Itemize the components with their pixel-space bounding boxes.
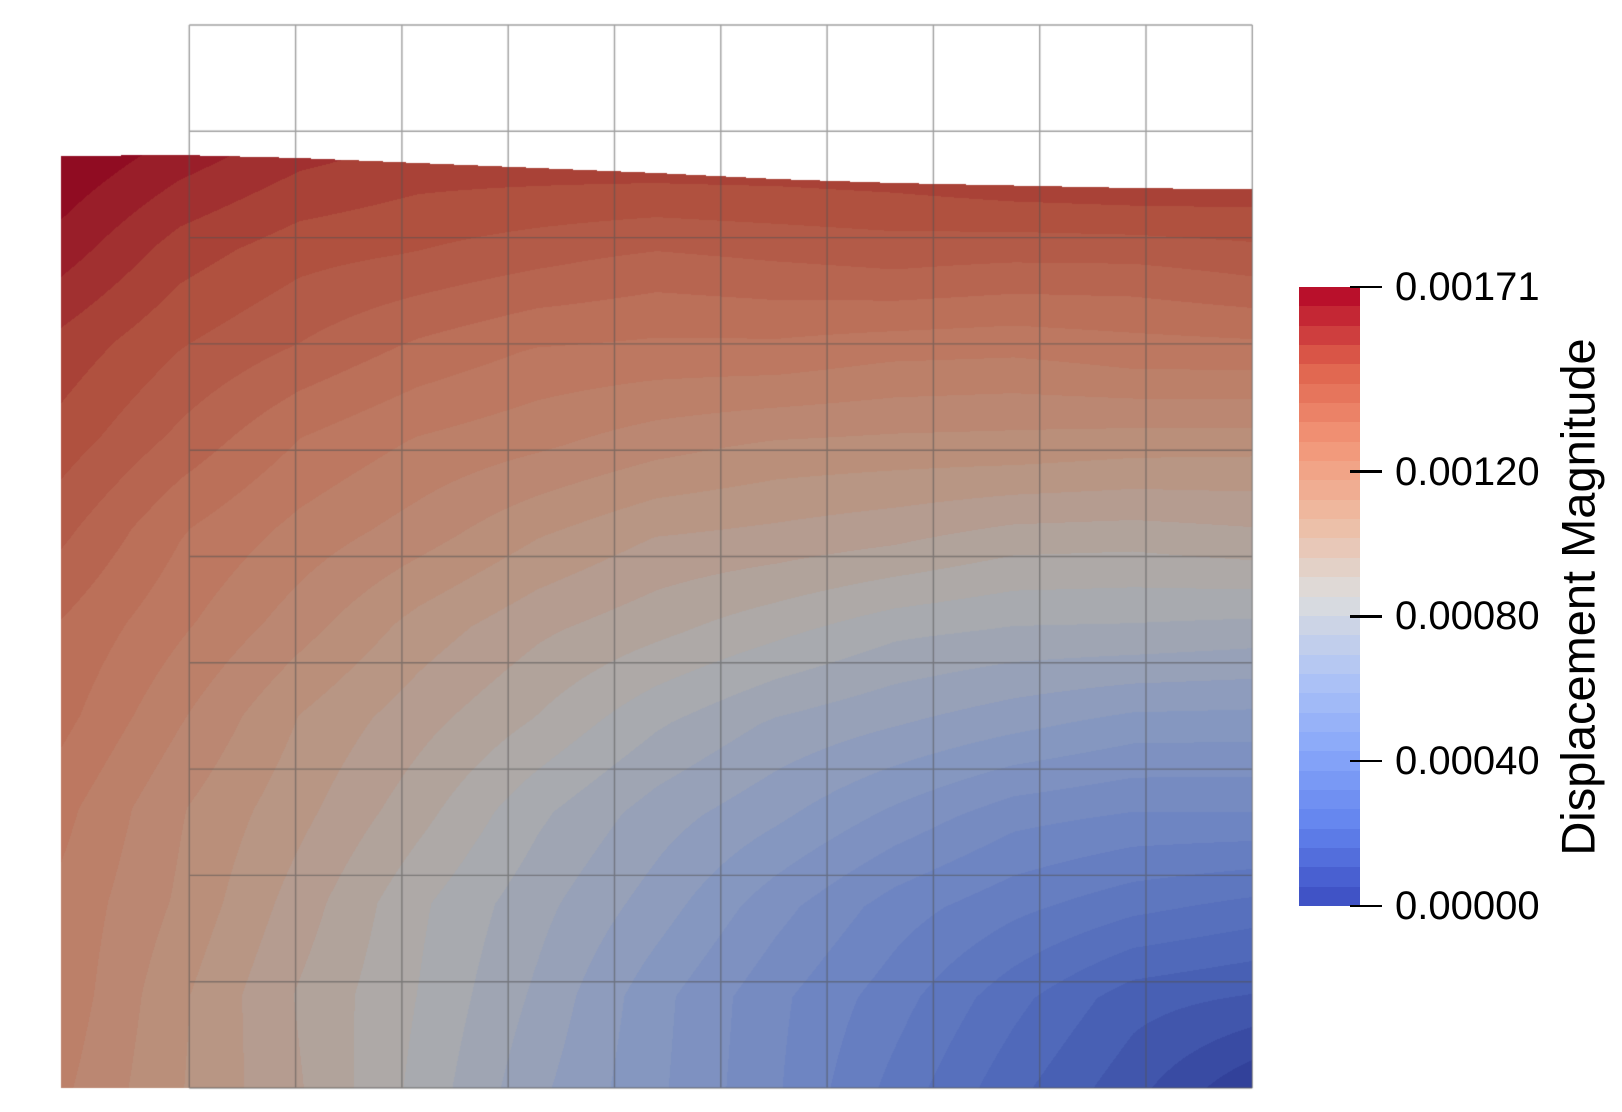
colorbar-band [1299,886,1360,906]
colorbar-band [1299,828,1360,848]
colorbar-band [1299,499,1360,520]
colorbar-tick-mark [1350,285,1382,289]
colorbar-title: Displacement Magnitude [1551,337,1605,856]
colorbar-tick-mark [1350,759,1382,763]
colorbar-band [1299,751,1360,771]
colorbar-tick-label: 0.00120 [1395,449,1540,494]
colorbar-band [1299,673,1360,694]
colorbar-band [1299,383,1360,404]
colorbar-band [1299,461,1360,481]
colorbar[interactable] [1299,287,1360,906]
colorbar-band [1299,403,1360,423]
colorbar-band [1299,615,1360,636]
colorbar-band [1299,422,1360,442]
colorbar-band [1299,480,1360,500]
colorbar-tick-label: 0.00171 [1395,265,1540,309]
colorbar-band [1299,635,1360,655]
colorbar-band [1299,345,1360,365]
colorbar-band [1299,577,1360,597]
colorbar-tick-label: 0.00080 [1395,594,1540,639]
colorbar-band [1299,519,1360,539]
colorbar-tick-mark [1350,615,1382,618]
colorbar-tick-mark [1350,904,1382,908]
colorbar-band [1299,538,1360,558]
colorbar-band [1299,770,1360,790]
colorbar-band [1299,712,1360,732]
colorbar-band [1299,364,1360,384]
colorbar-band [1299,596,1360,616]
colorbar-band [1299,867,1360,887]
colorbar-band [1299,287,1360,307]
colorbar-tick-label: 0.00000 [1395,884,1540,928]
colorbar-tick-label: 0.00040 [1395,739,1540,784]
colorbar-band [1299,325,1360,346]
colorbar-band [1299,441,1360,462]
colorbar-tick-mark [1350,470,1382,473]
colorbar-band [1299,557,1360,578]
colorbar-band [1299,306,1360,326]
colorbar-band [1299,693,1360,713]
colorbar-band [1299,809,1360,829]
colorbar-band [1299,789,1360,810]
colorbar-band [1299,654,1360,674]
colorbar-band [1299,731,1360,752]
colorbar-band [1299,847,1360,868]
